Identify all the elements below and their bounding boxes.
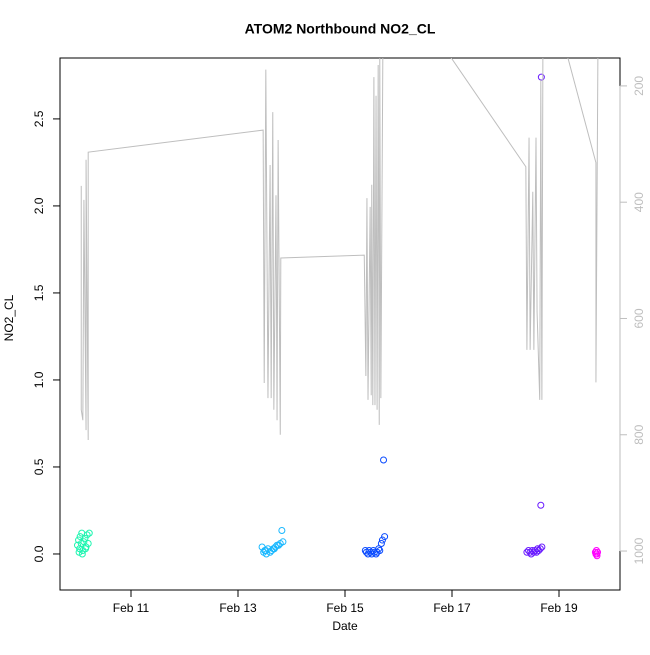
y-tick-label: 2.5 [32, 110, 46, 127]
x-tick-label: Feb 11 [113, 601, 150, 615]
y-axis-label: NO2_CL [2, 294, 16, 341]
point [82, 545, 90, 553]
y2-tick-label: 800 [632, 424, 646, 444]
x-tick-label: Feb 19 [540, 601, 578, 615]
point [275, 541, 283, 549]
y-tick-label: 0.5 [32, 458, 46, 475]
y-tick-label: 1.5 [32, 284, 46, 301]
y2-tick-label: 400 [632, 192, 646, 212]
point [533, 548, 541, 556]
point [536, 545, 544, 553]
point [530, 548, 538, 556]
point [381, 533, 389, 541]
x-axis-label: Date [332, 619, 358, 633]
x-tick-label: Feb 17 [433, 601, 471, 615]
point [537, 73, 545, 81]
point [73, 541, 81, 549]
y2-tick-label: 200 [632, 76, 646, 96]
chart-title: ATOM2 Northbound NO2_CL [245, 21, 436, 37]
point [262, 546, 270, 554]
point [278, 526, 286, 534]
point [81, 534, 89, 542]
plot-area [73, 58, 602, 560]
point [380, 456, 388, 464]
point [78, 550, 86, 558]
y2-tick-label: 1000 [632, 537, 646, 564]
x-tick-label: Feb 13 [219, 601, 257, 615]
point [377, 540, 385, 548]
line [80, 58, 599, 440]
point [537, 501, 545, 509]
point [76, 533, 84, 541]
point [534, 545, 542, 553]
x-tick-label: Feb 15 [326, 601, 364, 615]
y2-tick-label: 600 [632, 308, 646, 328]
point [378, 536, 386, 544]
point [593, 550, 601, 558]
point [592, 546, 600, 554]
point [279, 538, 287, 546]
point [538, 543, 546, 551]
point [83, 531, 91, 539]
y-tick-label: 2.0 [32, 197, 46, 214]
point [270, 545, 278, 553]
y-tick-label: 0.0 [32, 545, 46, 562]
point [85, 529, 93, 537]
point [376, 546, 384, 554]
y-tick-label: 1.0 [32, 371, 46, 388]
